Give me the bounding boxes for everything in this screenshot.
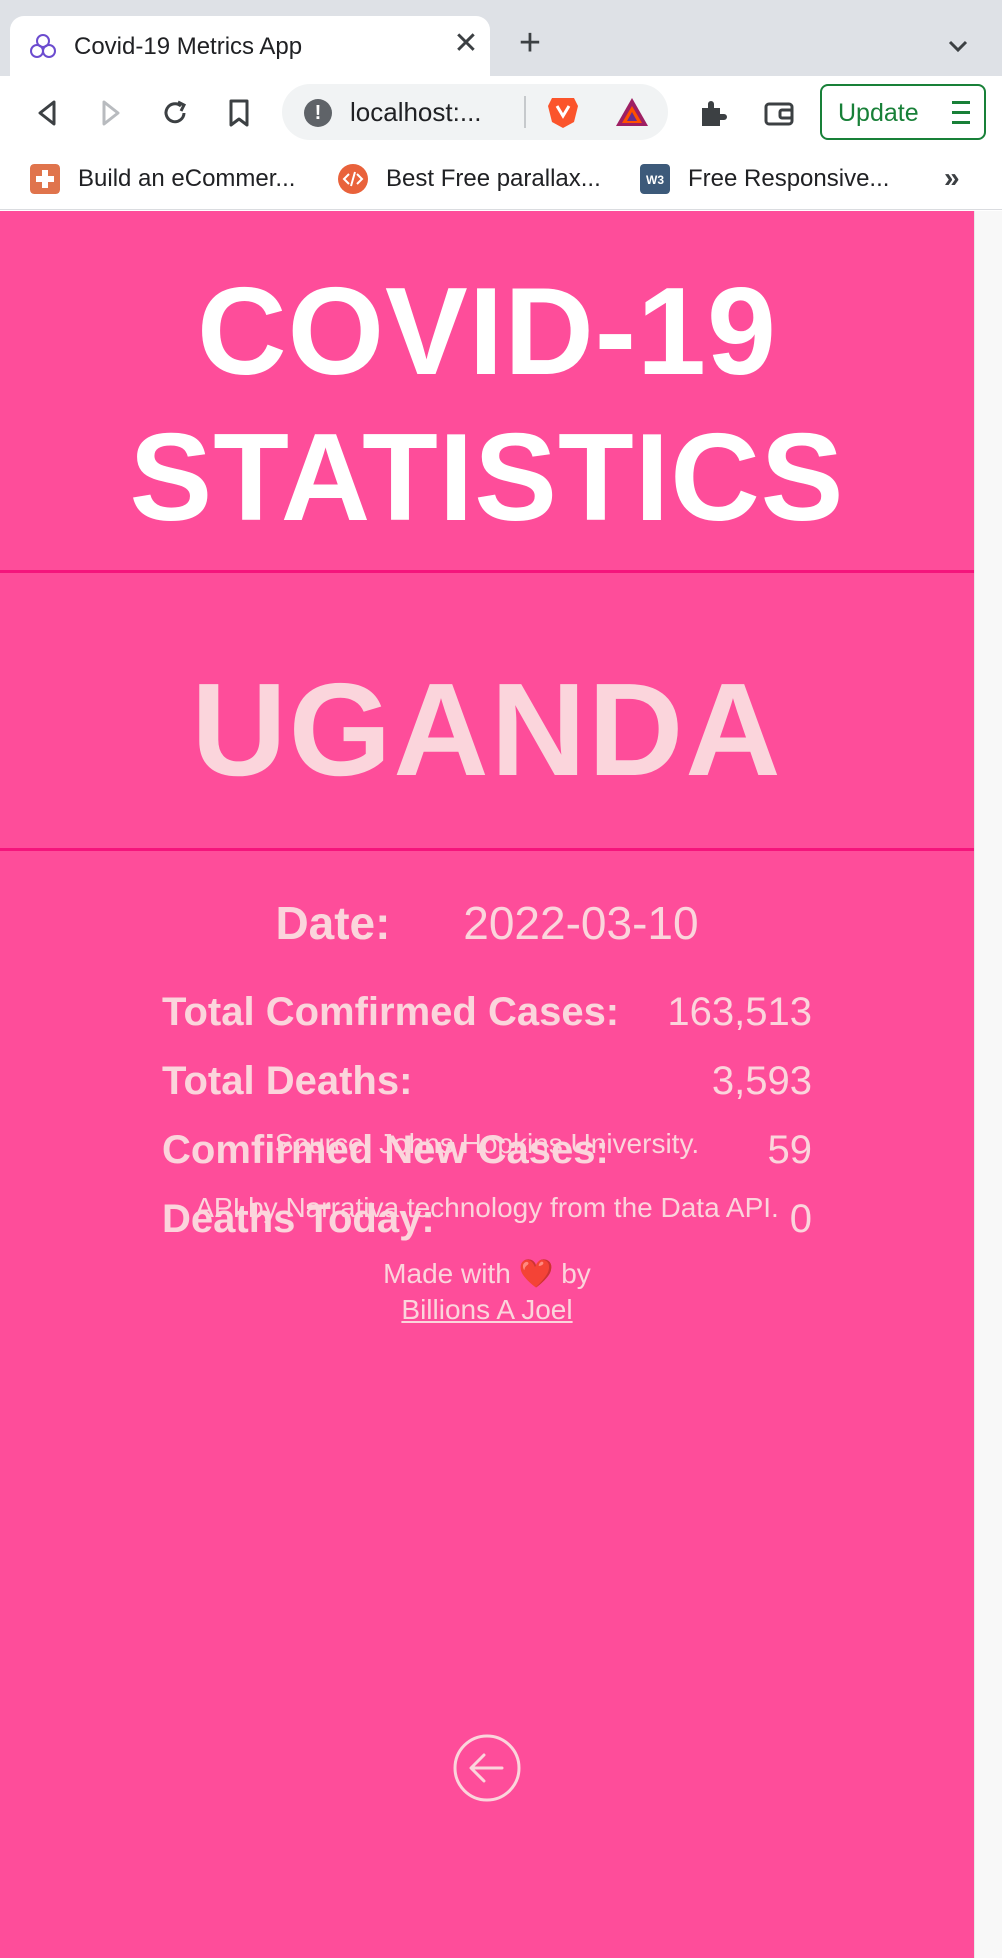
stat-value: 59 bbox=[767, 1128, 813, 1172]
stat-label: Total Comfirmed Cases: bbox=[162, 990, 620, 1034]
country-name: UGANDA bbox=[191, 656, 783, 803]
app-favicon-icon bbox=[30, 34, 56, 58]
svg-text:W3: W3 bbox=[646, 173, 664, 187]
reload-icon[interactable] bbox=[156, 94, 194, 132]
stat-label: Deaths Today: bbox=[162, 1197, 435, 1241]
plus-square-icon bbox=[30, 164, 60, 194]
stat-label: Total Deaths: bbox=[162, 1059, 413, 1103]
bookmark-item[interactable]: Build an eCommer... bbox=[30, 160, 330, 196]
page-scrollbar[interactable] bbox=[974, 211, 1002, 1958]
tab-close-icon[interactable]: ✕ bbox=[453, 27, 479, 60]
menu-icon bbox=[952, 101, 970, 124]
country-section: UGANDA bbox=[0, 576, 974, 851]
date-label: Date: bbox=[275, 897, 391, 949]
page-title: COVID-19 STATISTICS bbox=[0, 259, 974, 551]
stat-value: 163,513 bbox=[667, 990, 812, 1034]
stat-value: 0 bbox=[789, 1197, 812, 1241]
back-nav-icon[interactable] bbox=[28, 94, 66, 132]
extensions-puzzle-icon[interactable] bbox=[694, 94, 732, 132]
stat-label: Comfirmed New Cases: bbox=[162, 1128, 609, 1172]
author-link[interactable]: Billions A Joel bbox=[401, 1294, 573, 1325]
code-circle-icon bbox=[338, 164, 368, 194]
made-with-suffix: by bbox=[561, 1258, 591, 1289]
address-divider bbox=[524, 96, 526, 128]
new-tab-button[interactable]: + bbox=[518, 22, 542, 64]
app-container: COVID-19 STATISTICS UGANDA Date: 2022-03… bbox=[0, 211, 974, 1958]
date-row: Date: 2022-03-10 bbox=[0, 896, 974, 950]
forward-nav-icon[interactable] bbox=[92, 94, 130, 132]
browser-toolbar: ! localhost:... Update bbox=[0, 76, 1002, 148]
hero-section: COVID-19 STATISTICS bbox=[0, 211, 974, 573]
url-text[interactable]: localhost:... bbox=[350, 97, 482, 127]
site-info-icon[interactable]: ! bbox=[304, 99, 332, 127]
brave-rewards-icon[interactable] bbox=[614, 96, 650, 128]
stat-row-deaths-today: Deaths Today: 0 bbox=[162, 1197, 812, 1247]
stat-row-total-deaths: Total Deaths: 3,593 bbox=[162, 1059, 812, 1109]
api-credit: API by Narrativa technology from the Dat… bbox=[195, 1192, 779, 1223]
browser-tabstrip: Covid-19 Metrics App ✕ + bbox=[0, 0, 1002, 76]
author-line: Billions A Joel bbox=[0, 1294, 974, 1326]
made-with-prefix: Made with bbox=[383, 1258, 511, 1289]
bookmarks-overflow-button[interactable]: » bbox=[944, 162, 960, 193]
page-title-text: COVID-19 STATISTICS bbox=[129, 263, 845, 547]
date-value: 2022-03-10 bbox=[463, 897, 699, 949]
bookmark-item[interactable]: W3 Free Responsive... bbox=[640, 160, 940, 196]
page-viewport: COVID-19 STATISTICS UGANDA Date: 2022-03… bbox=[0, 211, 1002, 1958]
stat-value: 3,593 bbox=[711, 1059, 812, 1103]
bookmark-label: Free Responsive... bbox=[688, 165, 890, 192]
address-bar[interactable]: ! localhost:... bbox=[282, 84, 668, 140]
brave-shields-icon[interactable] bbox=[546, 94, 580, 130]
update-button[interactable]: Update bbox=[820, 84, 986, 140]
bookmark-item[interactable]: Best Free parallax... bbox=[338, 160, 638, 196]
heart-icon: ❤️ bbox=[518, 1258, 554, 1289]
w3-icon: W3 bbox=[640, 164, 670, 194]
arrow-left-circle-icon[interactable] bbox=[452, 1733, 522, 1803]
stat-row-new-cases: Comfirmed New Cases: 59 bbox=[162, 1128, 812, 1178]
bookmark-label: Best Free parallax... bbox=[386, 165, 601, 192]
update-label: Update bbox=[838, 99, 919, 127]
bookmarks-bar: Build an eCommer... Best Free parallax..… bbox=[0, 148, 1002, 210]
tab-title: Covid-19 Metrics App bbox=[74, 33, 303, 60]
wallet-icon[interactable] bbox=[760, 94, 798, 132]
bookmark-icon[interactable] bbox=[220, 94, 258, 132]
tab-search-chevron-icon[interactable] bbox=[940, 28, 976, 64]
source-credit: Source: Johns Hopkins University. bbox=[274, 1128, 700, 1159]
bookmark-label: Build an eCommer... bbox=[78, 165, 296, 192]
stat-row-total-confirmed: Total Comfirmed Cases: 163,513 bbox=[162, 990, 812, 1040]
browser-tab[interactable]: Covid-19 Metrics App ✕ bbox=[10, 16, 490, 76]
made-with-line: Made with ❤️ by bbox=[0, 1257, 974, 1290]
